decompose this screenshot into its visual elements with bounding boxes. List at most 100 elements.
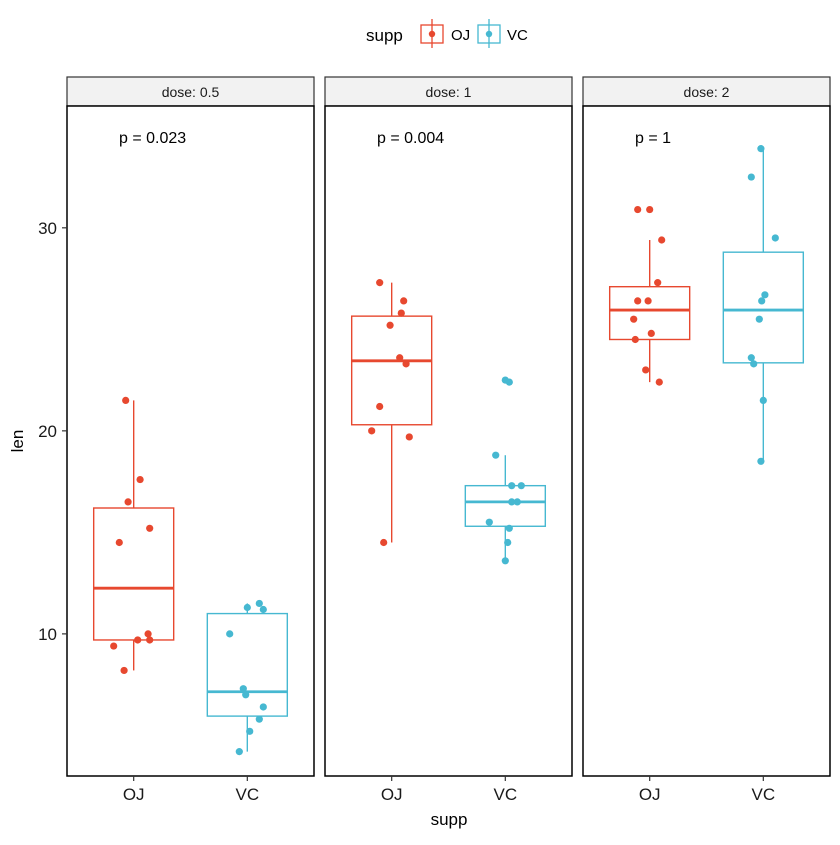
data-point <box>402 360 410 368</box>
legend-key-oj <box>420 19 444 48</box>
data-point <box>655 378 663 386</box>
x-tick-label: OJ <box>123 785 145 804</box>
panel-strip-label: dose: 2 <box>684 84 730 100</box>
data-point <box>747 173 755 181</box>
data-point <box>243 603 251 612</box>
box-vc <box>464 376 547 565</box>
data-point <box>504 538 512 547</box>
panel-border <box>582 105 831 777</box>
data-point <box>644 297 652 305</box>
legend-label-vc: VC <box>507 27 528 44</box>
y-axis-title: len <box>8 430 27 453</box>
data-point <box>757 457 765 465</box>
data-point <box>750 360 758 368</box>
x-tick-label: VC <box>751 785 775 804</box>
data-point <box>631 335 639 344</box>
panel-strip-label: dose: 0.5 <box>162 84 220 100</box>
p-value-label: p = 1 <box>635 130 671 147</box>
data-point <box>634 297 642 305</box>
data-point <box>755 315 763 323</box>
iqr-box <box>206 612 289 717</box>
data-point <box>242 691 250 699</box>
data-point <box>658 236 666 244</box>
p-value-label: p = 0.004 <box>377 130 444 147</box>
data-point <box>259 605 267 614</box>
data-point <box>505 378 513 386</box>
x-tick-label: VC <box>493 785 517 804</box>
iqr-box <box>92 507 175 641</box>
data-point <box>239 685 247 693</box>
data-point <box>759 396 767 404</box>
data-point <box>630 315 638 323</box>
data-point <box>122 396 130 404</box>
data-point <box>646 205 654 214</box>
data-point <box>376 279 384 287</box>
data-point <box>396 354 404 362</box>
y-tick-label: 10 <box>38 625 57 644</box>
box-vc <box>206 599 289 756</box>
legend-title: supp <box>366 26 403 45</box>
iqr-box <box>464 484 547 527</box>
y-tick-label: 30 <box>38 219 57 238</box>
data-point <box>255 715 263 723</box>
data-point <box>508 498 516 506</box>
data-point <box>255 599 263 608</box>
panel-strip <box>582 76 831 107</box>
data-point <box>492 451 500 459</box>
data-point <box>517 482 525 490</box>
data-point <box>757 145 765 153</box>
data-point <box>246 727 254 735</box>
legend-key-vc <box>477 19 501 48</box>
panel-strip <box>324 76 573 107</box>
y-tick-label: 20 <box>38 422 57 441</box>
data-point <box>397 309 405 317</box>
data-point <box>146 524 154 532</box>
data-point <box>386 321 394 329</box>
data-point <box>380 538 388 547</box>
box-oj <box>92 396 175 675</box>
data-point <box>513 498 521 506</box>
data-point <box>110 642 118 650</box>
data-point <box>259 703 267 711</box>
iqr-box <box>350 315 433 426</box>
data-point <box>508 482 516 490</box>
panel-strip-label: dose: 1 <box>426 84 472 100</box>
iqr-box <box>608 285 691 341</box>
data-point <box>642 366 650 374</box>
box-oj <box>608 205 691 386</box>
data-point <box>400 297 408 305</box>
data-point <box>405 433 413 441</box>
data-point <box>485 518 493 526</box>
data-point <box>146 636 154 644</box>
data-point <box>634 205 642 214</box>
panel-1: dose: 0.5 p = 0.023 OJ VC <box>66 76 315 804</box>
data-point <box>368 427 376 435</box>
data-point <box>654 279 662 287</box>
data-point <box>144 630 152 638</box>
data-point <box>235 748 243 756</box>
x-axis-title: supp <box>431 810 468 829</box>
data-point <box>376 402 384 411</box>
box-oj <box>350 279 433 547</box>
panel-strip <box>66 76 315 107</box>
data-point <box>136 475 144 484</box>
panel-border <box>66 105 315 777</box>
data-point <box>505 524 513 532</box>
panel-3: dose: 2 p = 1 OJ VC <box>582 76 831 804</box>
data-point <box>120 666 128 675</box>
data-point <box>747 354 755 362</box>
legend-label-oj: OJ <box>451 27 470 44</box>
data-point <box>771 234 779 242</box>
panel-2: dose: 1 p = 0.004 OJ VC <box>324 76 573 804</box>
data-point <box>647 329 655 337</box>
panels: dose: 0.5 p = 0.023 OJ VC dose: 1 p = 0.004 OJ… <box>66 76 831 804</box>
x-tick-label: OJ <box>639 785 661 804</box>
data-point <box>115 538 123 547</box>
x-tick-label: VC <box>235 785 259 804</box>
p-value-label: p = 0.023 <box>119 130 186 147</box>
data-point <box>134 636 142 644</box>
data-point <box>226 630 234 638</box>
y-axis: 10 20 30 <box>38 219 67 644</box>
box-vc <box>722 145 805 465</box>
